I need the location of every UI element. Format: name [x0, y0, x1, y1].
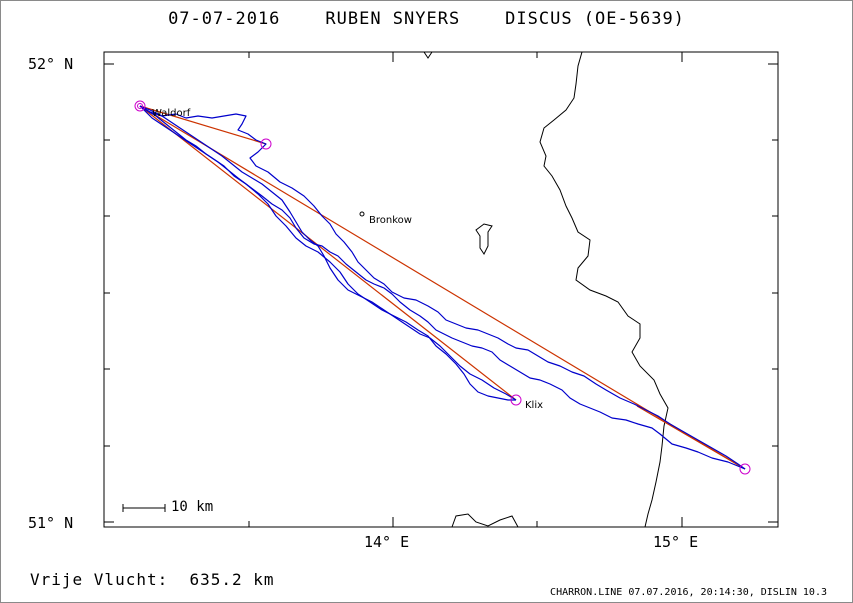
map-border	[103, 51, 779, 528]
track-segment-1	[139, 105, 746, 470]
pilot-name: RUBEN SNYERS	[325, 9, 461, 29]
task-leg-start-turnpoint1	[139, 105, 267, 145]
scale-bar-label: 10 km	[171, 499, 214, 515]
task-leg-start-klix	[139, 105, 517, 401]
lon-2-label: 15° E	[653, 533, 699, 551]
scale-bar	[122, 504, 166, 512]
turnpoints	[134, 100, 751, 475]
credits-line: CHARRON.LINE 07.07.2016, 20:14:30, DISLI…	[550, 587, 827, 598]
flight-title: 07-07-2016 RUBEN SNYERS DISCUS (OE-5639)	[0, 9, 853, 29]
bronkow-marker	[359, 211, 365, 217]
country-border-bottom	[451, 513, 519, 528]
distance-summary: Vrije Vlucht: 635.2 km	[30, 570, 275, 589]
distance-value: 635.2 km	[189, 570, 275, 589]
track-segment-3	[139, 105, 516, 401]
gps-track	[139, 105, 746, 470]
lat-bottom-label: 51° N	[28, 514, 74, 532]
lat-top-label: 52° N	[28, 55, 74, 73]
place-klix-label: Klix	[525, 400, 543, 411]
place-start-label: Waldorf	[152, 108, 191, 119]
turnpoint-north	[260, 138, 272, 150]
country-border-top	[423, 51, 433, 59]
turnpoint-east	[739, 463, 751, 475]
axis-ticks	[104, 52, 778, 527]
lon-1-label: 14° E	[364, 533, 410, 551]
country-border	[539, 51, 669, 528]
turnpoint-klix	[510, 394, 522, 406]
track-segment-4	[139, 105, 517, 401]
flight-date: 07-07-2016	[168, 9, 281, 29]
turnpoint-start	[134, 100, 146, 112]
turnpoint-start-inner	[137, 103, 143, 109]
glider-name: DISCUS (OE-5639)	[505, 9, 685, 29]
lake-outline	[475, 223, 493, 255]
place-bronkow-label: Bronkow	[369, 215, 412, 226]
task-leg-east-klix	[636, 405, 746, 470]
distance-label: Vrije Vlucht:	[30, 570, 169, 589]
